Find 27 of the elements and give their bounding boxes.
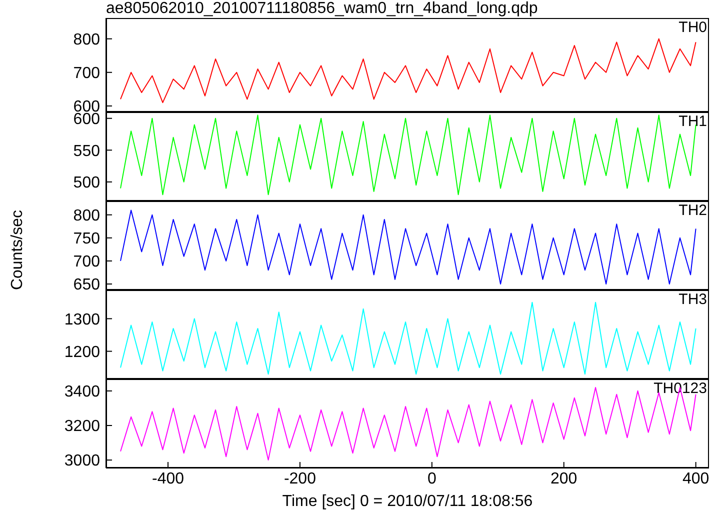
y-tick-label: 700 (73, 254, 100, 271)
x-axis-title: Time [sec] 0 = 2010/07/11 18:08:56 (281, 492, 534, 512)
y-tick-label: 1300 (64, 311, 100, 328)
x-tick-label: 200 (550, 470, 578, 488)
y-tick-label: 650 (73, 276, 100, 294)
series-label: TH1 (678, 113, 707, 130)
y-tick-label: 750 (73, 230, 100, 248)
series-label: TH2 (678, 202, 707, 219)
line-series (120, 38, 696, 104)
x-tick-label: 0 (427, 470, 436, 488)
x-tick-label: -200 (284, 470, 316, 488)
y-axis-title: Counts/sec (9, 210, 27, 290)
y-tick-label: 500 (73, 174, 100, 192)
y-tick-label: 1200 (64, 344, 100, 361)
x-tick-label: 400 (682, 470, 710, 488)
y-tick-label: 3200 (64, 418, 100, 436)
series-label: TH3 (678, 291, 707, 308)
y-tick-label: 700 (73, 65, 100, 82)
y-tick-label: 800 (73, 208, 100, 225)
x-tick-label: -400 (152, 470, 184, 488)
chart-title: ae805062010_20100711180856_wam0_trn_4band_long.qdp (106, 0, 538, 18)
y-tick-label: 550 (73, 142, 100, 160)
y-tick-label: 800 (73, 31, 100, 48)
y-tick-label: 3400 (64, 384, 100, 401)
series-label: TH0123 (654, 380, 707, 397)
y-tick-label: 3000 (64, 452, 100, 470)
series-label: TH0 (678, 19, 707, 36)
